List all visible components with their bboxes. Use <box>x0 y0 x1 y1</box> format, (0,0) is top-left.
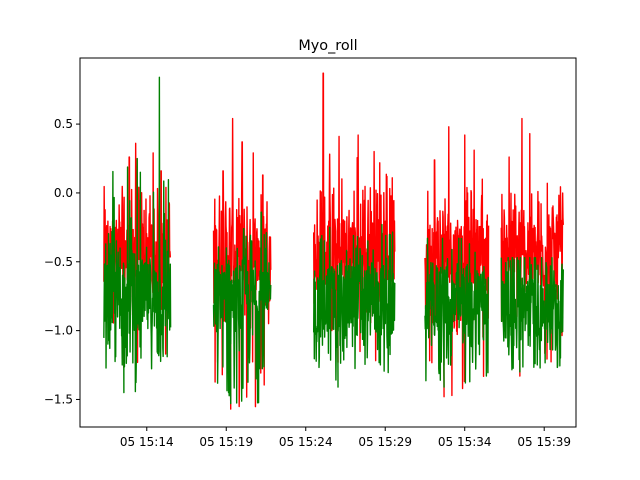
x-tick-label: 05 15:24 <box>279 435 333 449</box>
y-tick-label: 0.5 <box>54 117 73 131</box>
y-tick-label: 0.0 <box>54 186 73 200</box>
series-green-segment-5 <box>500 256 564 373</box>
y-tick-label: −0.5 <box>44 255 73 269</box>
plot-area <box>103 72 564 410</box>
x-axis: 05 15:14 05 15:19 05 15:24 05 15:29 05 15:34… <box>120 427 571 449</box>
series-green-segment-4 <box>424 237 489 388</box>
series-green-segment-2 <box>212 211 272 405</box>
x-tick-label: 05 15:19 <box>199 435 253 449</box>
chart-title: Myo_roll <box>298 38 357 54</box>
y-tick-label: −1.0 <box>44 324 73 338</box>
y-tick-label: −1.5 <box>44 392 73 406</box>
series-green-segment-1 <box>103 76 172 394</box>
x-tick-label: 05 15:14 <box>120 435 174 449</box>
y-axis: 0.5 0.0 −0.5 −1.0 −1.5 <box>44 117 80 406</box>
x-tick-label: 05 15:34 <box>438 435 492 449</box>
axes-frame <box>79 57 577 428</box>
x-tick-label: 05 15:39 <box>517 435 571 449</box>
series-green-segment-3 <box>312 223 396 388</box>
x-tick-label: 05 15:29 <box>358 435 412 449</box>
series-green <box>103 76 564 405</box>
